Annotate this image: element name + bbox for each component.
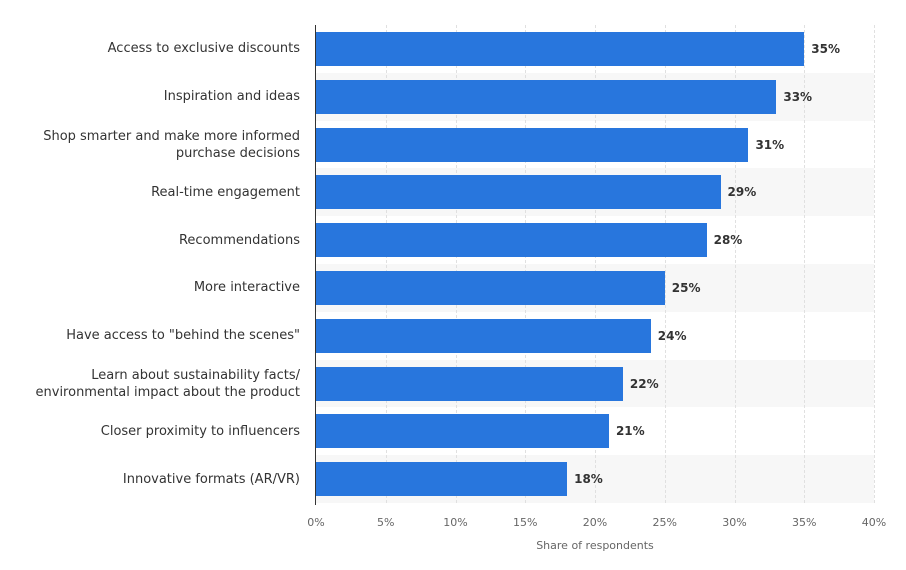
x-tick-label: 5%	[377, 516, 395, 529]
bar	[316, 318, 651, 353]
value-label: 35%	[811, 41, 840, 56]
x-tick-label: 30%	[722, 516, 747, 529]
category-label: Shop smarter and make more informed purc…	[43, 128, 300, 161]
value-label: 24%	[657, 328, 687, 343]
x-axis-title: Share of respondents	[536, 539, 654, 552]
bar	[316, 270, 665, 305]
value-label: 31%	[755, 137, 785, 152]
bar	[316, 366, 623, 401]
x-tick-label: 0%	[307, 516, 325, 529]
bar	[316, 414, 609, 449]
y-axis-line	[315, 25, 316, 505]
gridline	[874, 25, 875, 503]
value-label: 18%	[574, 472, 603, 487]
category-label: Closer proximity to influencers	[100, 423, 300, 439]
x-tick-label: 10%	[443, 516, 468, 529]
category-label: Have access to "behind the scenes"	[66, 328, 300, 344]
gridline	[735, 25, 736, 503]
value-label: 29%	[727, 185, 757, 200]
gridline	[595, 25, 596, 503]
bar	[316, 462, 568, 497]
category-label: Learn about sustainability facts/ enviro…	[35, 367, 300, 400]
gridline	[525, 25, 526, 503]
category-label: More interactive	[193, 280, 300, 296]
bar	[316, 223, 707, 258]
x-tick-label: 25%	[652, 516, 677, 529]
bar	[316, 79, 777, 114]
bar	[316, 31, 805, 66]
value-label: 25%	[671, 280, 701, 295]
x-tick-label: 15%	[513, 516, 538, 529]
x-tick-label: 20%	[582, 516, 608, 529]
gridline	[804, 25, 805, 503]
category-label: Recommendations	[178, 232, 300, 248]
value-label: 22%	[629, 376, 659, 391]
value-label: 33%	[783, 89, 813, 104]
gridline	[665, 25, 666, 503]
bar	[316, 175, 721, 210]
x-tick-label: 40%	[861, 516, 887, 529]
value-label: 28%	[713, 233, 743, 248]
value-label: 21%	[615, 424, 645, 439]
x-tick-label: 35%	[792, 516, 817, 529]
category-label: Access to exclusive discounts	[107, 41, 300, 57]
category-label: Real-time engagement	[151, 184, 300, 200]
gridline	[456, 25, 457, 503]
category-label: Innovative formats (AR/VR)	[122, 471, 300, 487]
bar	[316, 127, 749, 162]
gridline	[386, 25, 387, 503]
category-label: Inspiration and ideas	[163, 89, 300, 105]
